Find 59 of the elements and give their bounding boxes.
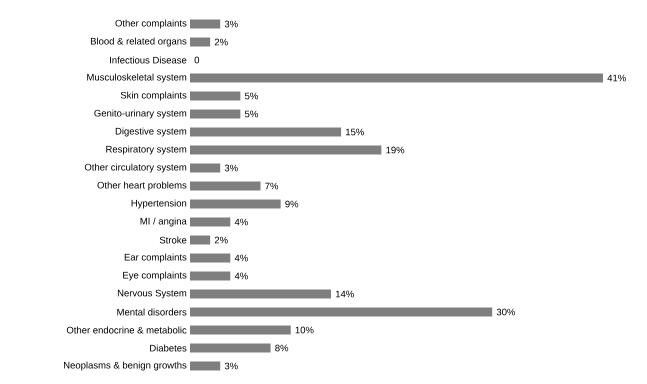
y-tick-label: Other circulatory system <box>84 164 186 172</box>
bar <box>190 38 210 47</box>
data-label: 4% <box>234 272 248 280</box>
data-label: 8% <box>275 344 288 352</box>
bar <box>190 308 492 317</box>
y-tick-label: Other endocrine & metabolic <box>66 326 187 334</box>
data-label: 2% <box>214 38 228 46</box>
data-label: 7% <box>265 182 278 190</box>
data-label: 15% <box>346 128 364 136</box>
data-label: 3% <box>224 164 238 172</box>
bar <box>190 200 281 209</box>
data-label: 3% <box>224 362 238 370</box>
bar <box>190 146 382 155</box>
bar <box>190 236 210 245</box>
y-tick-label: Diabetes <box>150 344 186 352</box>
data-label: 41% <box>607 74 626 82</box>
data-label: 4% <box>234 218 248 226</box>
y-tick-label: Mental disorders <box>117 308 186 316</box>
bar <box>190 182 261 191</box>
data-label: 5% <box>244 92 258 100</box>
data-label: 30% <box>496 308 516 316</box>
bar <box>190 128 342 137</box>
data-label: 3% <box>224 20 238 28</box>
y-tick-label: Infectious Disease <box>110 56 186 64</box>
y-tick-label: Digestive system <box>116 128 186 136</box>
y-tick-label: Hypertension <box>132 200 186 208</box>
data-label: 19% <box>386 146 404 154</box>
bar <box>190 20 220 29</box>
y-tick-label: Ear complaints <box>124 254 186 262</box>
data-label: 9% <box>285 200 298 208</box>
bar <box>190 74 603 83</box>
y-tick-label: Respiratory system <box>106 146 186 154</box>
y-tick-label: Musculoskeletal system <box>87 74 186 82</box>
data-label: 0 <box>194 56 200 64</box>
bar <box>190 92 240 101</box>
y-tick-label: Nervous System <box>118 290 186 298</box>
data-label: 14% <box>336 290 354 298</box>
y-tick-label: Stroke <box>160 236 186 244</box>
bar <box>190 290 332 299</box>
data-label: 5% <box>244 110 258 118</box>
bar <box>190 254 230 263</box>
y-tick-label: Genito-urinary system <box>94 110 186 118</box>
data-label: 4% <box>234 254 248 262</box>
y-tick-label: MI / angina <box>140 218 187 226</box>
data-label: 2% <box>214 236 228 244</box>
bar <box>190 218 230 227</box>
bar <box>190 326 291 335</box>
y-tick-label: Neoplasms & benign growths <box>64 362 186 370</box>
y-tick-label: Other heart problems <box>97 182 186 190</box>
bar <box>190 110 240 119</box>
bar <box>190 344 271 353</box>
y-tick-label: Skin complaints <box>120 92 186 100</box>
y-tick-label: Other complaints <box>115 20 186 28</box>
bar <box>190 164 220 173</box>
bar <box>190 272 230 281</box>
bar <box>190 362 220 371</box>
y-tick-label: Blood & related organs <box>90 38 186 46</box>
y-tick-label: Eye complaints <box>123 272 186 280</box>
data-label: 10% <box>296 326 314 334</box>
